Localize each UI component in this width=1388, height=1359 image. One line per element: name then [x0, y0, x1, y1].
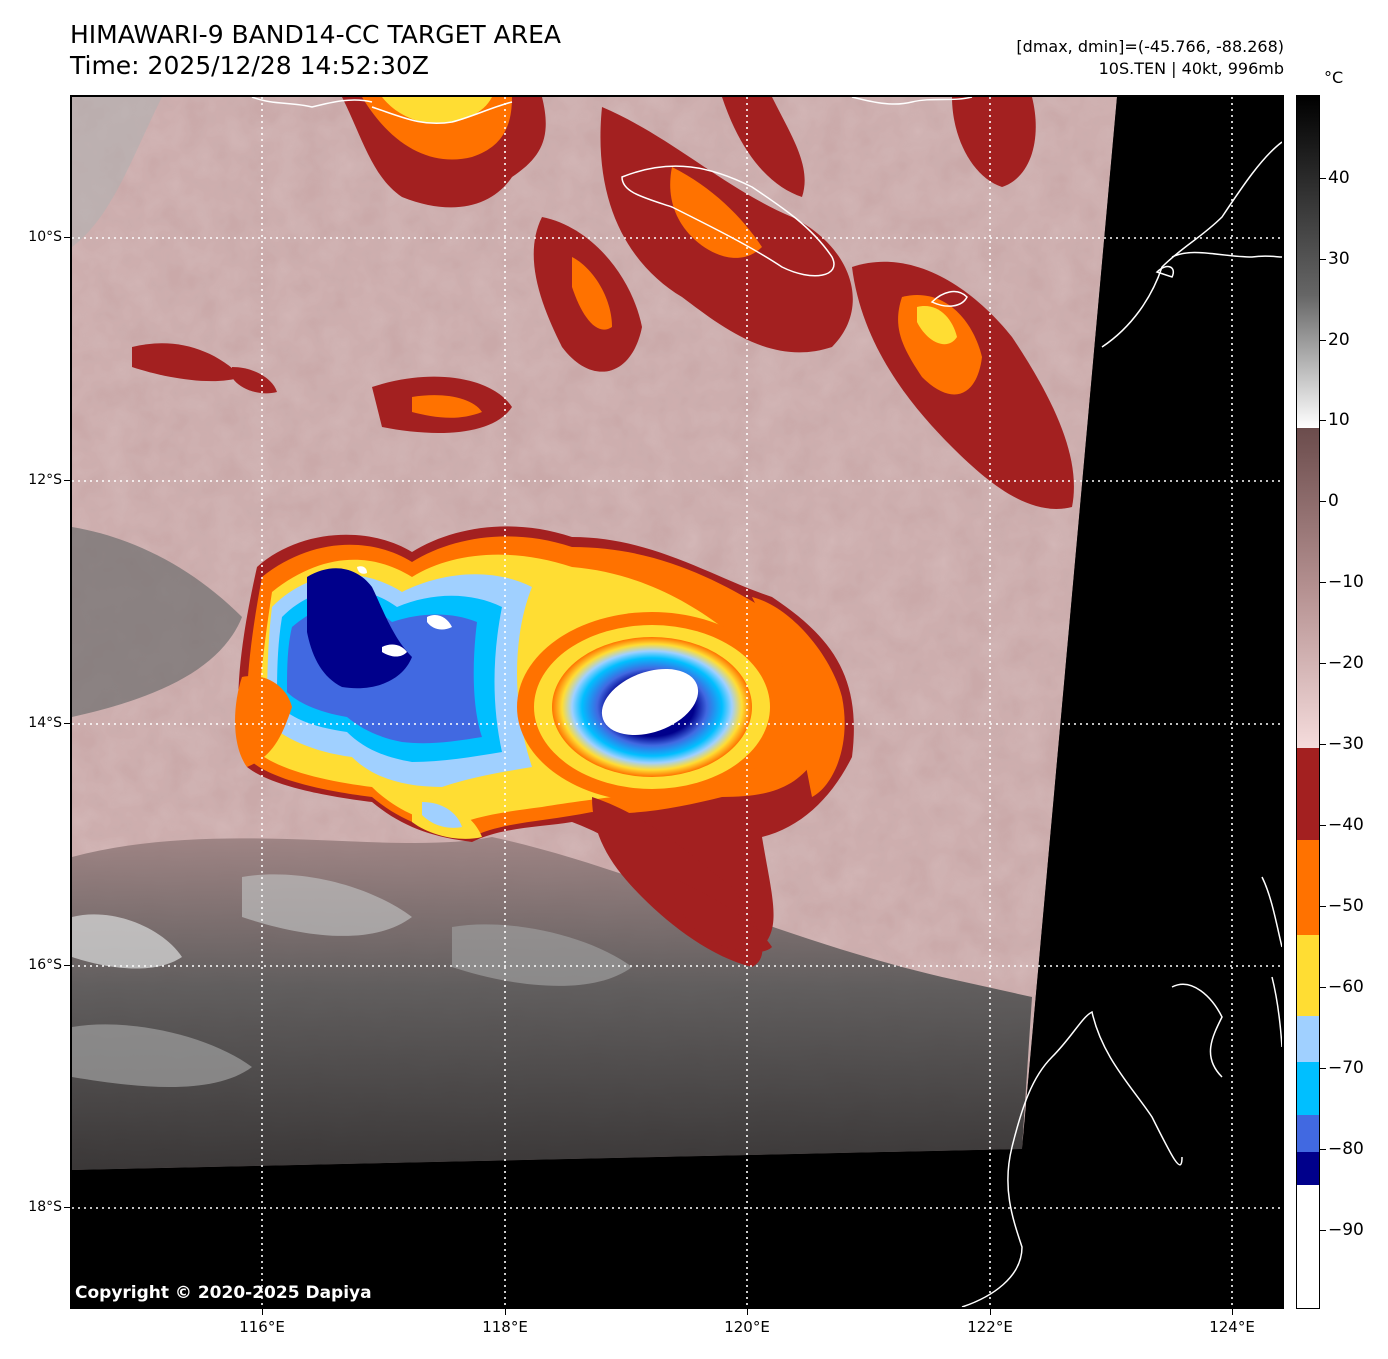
colorbar-tick-label: 20: [1328, 330, 1350, 350]
temperature-range-label: [dmax, dmin]=(-45.766, -88.268): [1016, 37, 1284, 56]
lon-label: 116°E: [239, 1318, 285, 1336]
colorbar-tick-label: 40: [1328, 168, 1350, 188]
colorbar-tick-label: −30: [1328, 734, 1364, 754]
colorbar-tick-label: −60: [1328, 977, 1364, 997]
colorbar-tick-label: −10: [1328, 572, 1364, 592]
colorbar-tick-label: 0: [1328, 491, 1339, 511]
colorbar-unit: °C: [1324, 68, 1344, 87]
storm-info-label: 10S.TEN | 40kt, 996mb: [1098, 59, 1284, 78]
colorbar-tick-label: 10: [1328, 410, 1350, 430]
colorbar-tick-label: −90: [1328, 1220, 1364, 1240]
chart-time: Time: 2025/12/28 14:52:30Z: [70, 51, 429, 80]
lon-label: 122°E: [967, 1318, 1013, 1336]
lat-label: 10°S: [28, 229, 62, 245]
colorbar-tick-label: −40: [1328, 815, 1364, 835]
lat-label: 12°S: [28, 472, 62, 488]
colorbar-tick-label: 30: [1328, 249, 1350, 269]
colorbar-tick-label: −80: [1328, 1139, 1364, 1159]
copyright-text: Copyright © 2020-2025 Dapiya: [75, 1283, 372, 1303]
lon-label: 124°E: [1209, 1318, 1255, 1336]
colorbar-tick-label: −50: [1328, 896, 1364, 916]
lat-label: 14°S: [28, 715, 62, 731]
lat-label: 18°S: [28, 1199, 62, 1215]
colorbar-tick-label: −20: [1328, 653, 1364, 673]
satellite-image: Copyright © 2020-2025 Dapiya: [70, 95, 1284, 1309]
lon-label: 120°E: [724, 1318, 770, 1336]
colorbar-tick-label: −70: [1328, 1058, 1364, 1078]
lat-label: 16°S: [28, 957, 62, 973]
lon-label: 118°E: [482, 1318, 528, 1336]
chart-title: HIMAWARI-9 BAND14-CC TARGET AREA: [70, 20, 562, 49]
colorbar: [1296, 95, 1320, 1309]
